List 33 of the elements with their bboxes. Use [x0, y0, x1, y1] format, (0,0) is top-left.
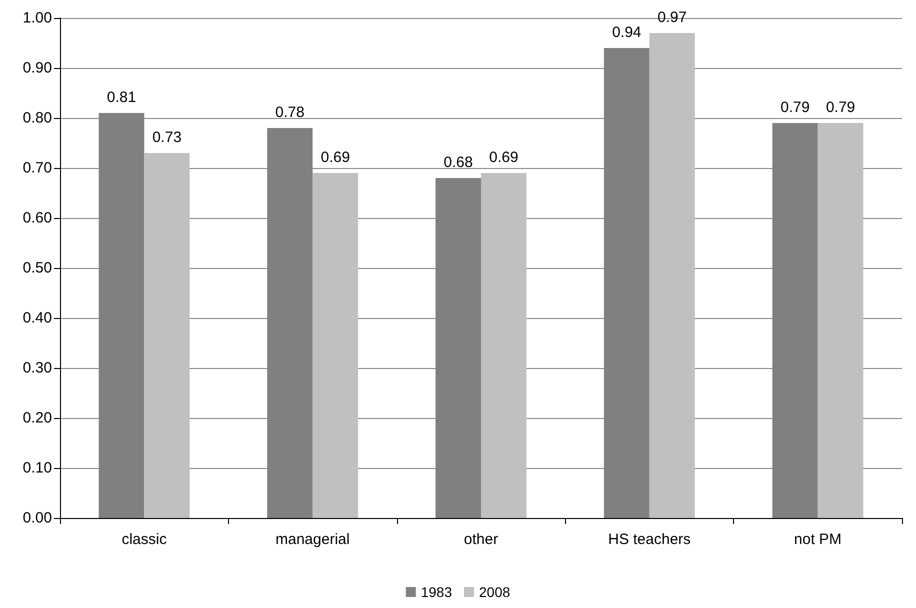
y-tick-label: 0.20 [22, 410, 52, 426]
x-tick-label: classic [122, 531, 168, 548]
y-tick-label: 0.40 [22, 310, 52, 326]
legend-label: 2008 [479, 584, 510, 600]
data-label: 0.69 [320, 149, 350, 166]
y-tick-label: 0.70 [22, 160, 52, 176]
y-tick-label: 0.30 [22, 360, 52, 376]
data-label: 0.94 [612, 24, 642, 41]
data-label: 0.97 [658, 9, 687, 26]
data-label: 0.81 [106, 89, 136, 106]
bar [312, 173, 358, 518]
data-label: 0.68 [444, 154, 473, 171]
bar [818, 123, 864, 518]
y-tick-label: 0.90 [22, 60, 52, 76]
x-tick-label: managerial [275, 531, 350, 548]
y-tick-label: 0.80 [22, 110, 52, 126]
data-label: 0.73 [152, 129, 182, 146]
x-tick-label: HS teachers [608, 531, 691, 548]
data-label: 0.79 [826, 99, 856, 116]
y-tick-label: 0.60 [22, 210, 52, 226]
y-tick-label: 0.00 [22, 510, 52, 526]
legend-label: 1983 [420, 584, 452, 600]
bar [144, 153, 190, 518]
x-tick-label: not PM [794, 531, 842, 548]
y-tick-label: 0.10 [22, 460, 52, 476]
bar [481, 173, 526, 518]
data-label: 0.79 [780, 99, 810, 116]
data-label: 0.69 [489, 149, 518, 166]
y-tick-label: 1.00 [22, 10, 52, 26]
data-label: 0.78 [275, 104, 304, 121]
x-tick-label: other [464, 531, 498, 548]
bar [649, 33, 695, 518]
y-tick-label: 0.50 [22, 260, 52, 276]
